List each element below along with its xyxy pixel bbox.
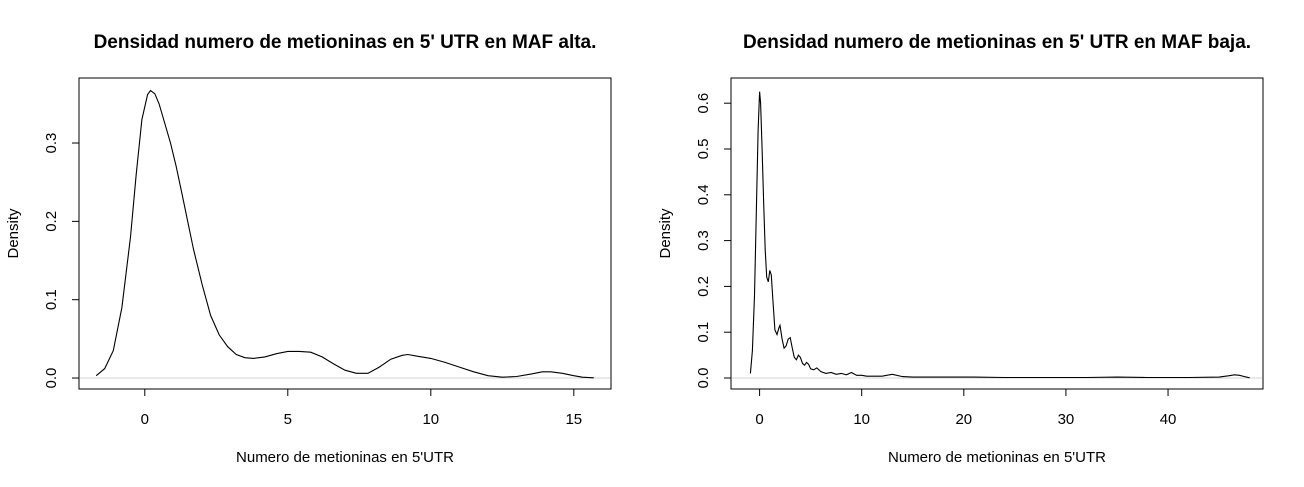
y-tick-label: 0.2: [43, 211, 60, 232]
x-tick-label: 30: [1058, 411, 1075, 428]
y-axis-label-maf-alta: Density: [5, 208, 22, 259]
x-tick-label: 20: [955, 411, 972, 428]
y-tick-label: 0.1: [695, 322, 712, 343]
density-chart-maf-baja: Densidad numero de metioninas en 5' UTR …: [657, 32, 1264, 466]
x-tick-label: 15: [565, 411, 582, 428]
y-tick-label: 0.6: [695, 93, 712, 114]
plot-frame-maf-alta: [78, 77, 612, 390]
x-tick-label: 40: [1160, 411, 1177, 428]
y-tick-label: 0.3: [695, 230, 712, 251]
y-tick-label: 0.0: [43, 368, 60, 389]
plot-frame-maf-baja: [730, 77, 1264, 390]
y-tick-label: 0.4: [695, 184, 712, 205]
x-tick-label: 0: [141, 411, 149, 428]
y-axis-label-maf-baja: Density: [657, 208, 674, 259]
x-tick-label: 0: [755, 411, 763, 428]
x-tick-label: 5: [284, 411, 292, 428]
x-tick-label: 10: [853, 411, 870, 428]
chart-panel-maf-alta: Densidad numero de metioninas en 5' UTR …: [5, 32, 612, 466]
y-tick-label: 0.0: [695, 368, 712, 389]
x-axis-label-maf-alta: Numero de metioninas en 5'UTR: [236, 449, 454, 466]
chart-title-maf-alta: Densidad numero de metioninas en 5' UTR …: [94, 32, 597, 53]
chart-panel-maf-baja: Densidad numero de metioninas en 5' UTR …: [652, 0, 1304, 487]
y-tick-label: 0.2: [695, 276, 712, 297]
y-tick-label: 0.3: [43, 133, 60, 154]
x-tick-label: 10: [422, 411, 439, 428]
density-curve-maf-baja: [749, 91, 1250, 379]
x-axis-label-maf-baja: Numero de metioninas en 5'UTR: [888, 449, 1106, 466]
density-curve-maf-alta: [95, 89, 594, 379]
density-chart-maf-alta: Densidad numero de metioninas en 5' UTR …: [5, 32, 612, 466]
chart-title-maf-baja: Densidad numero de metioninas en 5' UTR …: [743, 32, 1251, 53]
y-tick-label: 0.1: [43, 289, 60, 310]
y-tick-label: 0.5: [695, 139, 712, 160]
